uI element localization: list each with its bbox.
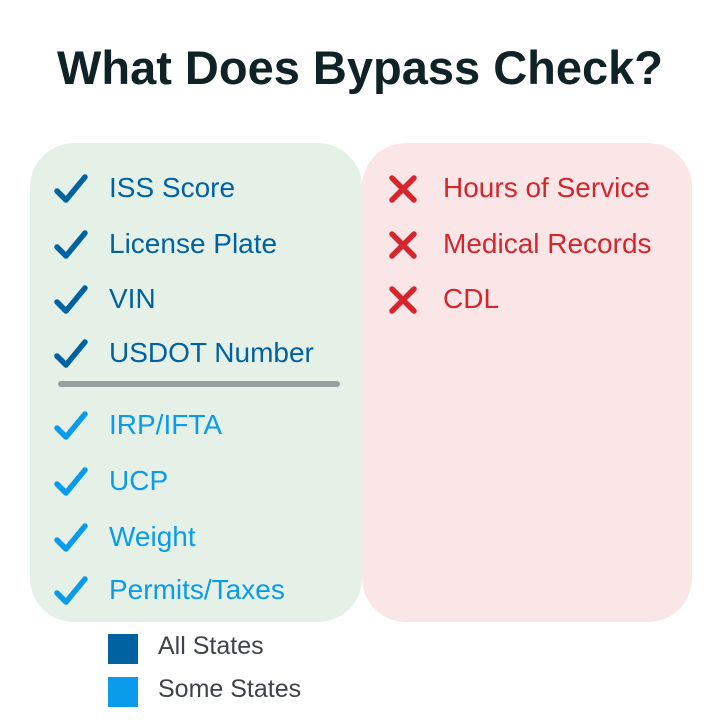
checkmark-icon (54, 174, 88, 204)
item-label: UCP (109, 465, 169, 496)
list-item: Medical Records (362, 224, 692, 264)
list-item: UCP (30, 461, 362, 501)
item-label: Medical Records (443, 228, 652, 259)
divider (58, 381, 340, 387)
item-label: CDL (443, 283, 500, 314)
list-item: License Plate (30, 224, 362, 264)
item-label: Weight (109, 521, 196, 552)
list-item: USDOT Number (30, 333, 362, 373)
list-item: Permits/Taxes (30, 570, 362, 610)
checkmark-icon (54, 576, 88, 606)
checkmark-icon (54, 467, 88, 497)
legend-swatch (108, 634, 138, 664)
list-item: VIN (30, 279, 362, 319)
checkmark-icon (54, 285, 88, 315)
item-label: License Plate (109, 228, 278, 259)
x-mark-icon (388, 285, 418, 315)
item-label: USDOT Number (109, 337, 314, 368)
list-item: CDL (362, 279, 692, 319)
legend-label: Some States (158, 675, 302, 703)
list-item: ISS Score (30, 168, 362, 208)
list-item: Weight (30, 517, 362, 557)
checked-panel: ISS Score License Plate VIN USDOT Number IRP… (30, 143, 362, 622)
legend-swatch (108, 677, 138, 707)
checkmark-icon (54, 523, 88, 553)
checkmark-icon (54, 411, 88, 441)
item-label: Hours of Service (443, 172, 650, 203)
x-mark-icon (388, 174, 418, 204)
checkmark-icon (54, 230, 88, 260)
list-item: Hours of Service (362, 168, 692, 208)
list-item: IRP/IFTA (30, 405, 362, 445)
item-label: Permits/Taxes (109, 574, 285, 605)
item-label: VIN (109, 283, 156, 314)
item-label: IRP/IFTA (109, 409, 223, 440)
x-mark-icon (388, 230, 418, 260)
page-title: What Does Bypass Check? (57, 41, 663, 94)
item-label: ISS Score (109, 172, 236, 203)
legend-label: All States (158, 632, 264, 660)
checkmark-icon (54, 339, 88, 369)
not-checked-panel: Hours of Service Medical Records CDL (362, 143, 692, 622)
